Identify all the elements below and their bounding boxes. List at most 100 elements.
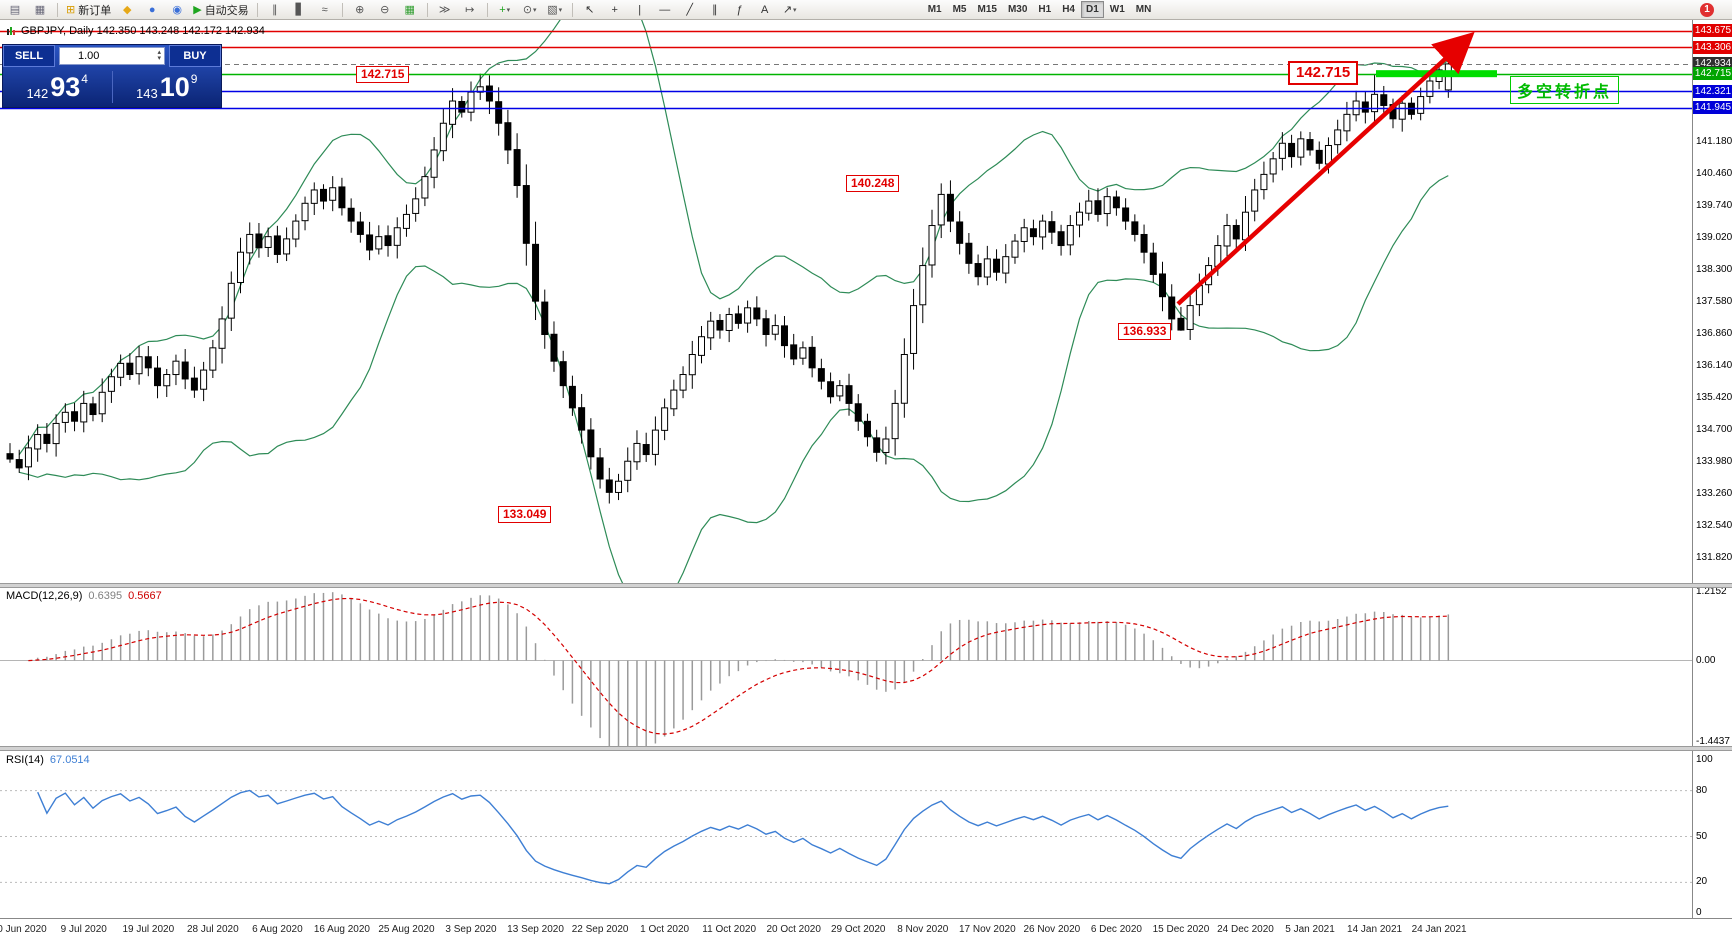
timeframe-m15[interactable]: M15 (977, 4, 997, 15)
buy-button[interactable]: BUY (169, 45, 221, 67)
timeframe-switcher: M1 M5 M15 M30 H1 H4 D1 W1 MN (923, 1, 1157, 18)
pane-separator-rsi[interactable] (0, 746, 1732, 751)
timeframe-mn[interactable]: MN (1135, 4, 1152, 15)
timeframe-m1[interactable]: M1 (927, 4, 942, 15)
pane-separator-macd[interactable] (0, 583, 1732, 588)
date-label: 16 Aug 2020 (313, 924, 370, 935)
timeframe-w1[interactable]: W1 (1109, 4, 1125, 15)
rsi-scale-label: 50 (1696, 830, 1708, 842)
market-watch-icon[interactable]: ● (140, 0, 164, 19)
rsi-line (37, 789, 1449, 885)
price-flag[interactable]: 142.715 (356, 66, 410, 83)
price-line-label[interactable]: 142.321 (1693, 85, 1732, 98)
volume-stepper[interactable]: 1.00 ▴ ▾ (59, 47, 165, 65)
price-divider (111, 71, 113, 103)
crosshair-icon: + (611, 3, 618, 16)
toolbar-separator (256, 2, 258, 17)
volume-value[interactable]: 1.00 (78, 50, 100, 62)
price-line-label[interactable]: 142.715 (1693, 67, 1732, 80)
macd-scale-label: 1.2152 (1696, 586, 1727, 597)
rsi-scale-label: 100 (1696, 754, 1713, 765)
bar-chart-icon: ∥ (271, 4, 278, 16)
vertical-line-icon[interactable]: | (628, 0, 652, 19)
zoom-in-icon[interactable]: ⊕ (348, 0, 372, 19)
symbol-period-ohlc: GBPJPY, Daily 142.350 143.248 142.172 14… (21, 25, 265, 37)
indicators-icon[interactable]: + ▾ (493, 0, 517, 19)
line-chart-icon[interactable]: ≈ (313, 0, 337, 19)
price-line-label[interactable]: 143.306 (1693, 41, 1732, 54)
arrows-icon: ↗ (782, 4, 793, 16)
notification-badge[interactable]: 1 (1700, 3, 1714, 17)
volume-decrease-button[interactable]: ▾ (157, 55, 161, 62)
date-label: 19 Jul 2020 (122, 924, 175, 935)
crosshair-icon[interactable]: + (603, 0, 627, 19)
tile-windows-icon: ▦ (404, 4, 415, 16)
horizontal-line-icon[interactable]: — (653, 0, 677, 19)
price-scale-label: 137.580 (1696, 296, 1732, 308)
price-line-label[interactable]: 141.945 (1693, 101, 1732, 114)
bid-price-button[interactable]: 142 93 4 (3, 67, 112, 107)
fibonacci-icon[interactable]: ƒ (728, 0, 752, 19)
navigator-icon[interactable]: ◉ (165, 0, 189, 19)
autotrading-button[interactable]: ▶ 自动交易 (190, 0, 251, 19)
price-flag[interactable]: 142.715 (1288, 61, 1359, 85)
price-chart-canvas[interactable] (0, 20, 1692, 918)
volume-increase-button[interactable]: ▴ (157, 49, 161, 56)
market-watch-icon: ● (148, 3, 156, 16)
new-order-label: 新订单 (78, 4, 112, 17)
tile-windows-icon[interactable]: ▦ (398, 0, 422, 19)
metaeditor-icon[interactable]: ◆ (115, 0, 139, 19)
profiles-icon[interactable]: ▦ (28, 0, 52, 19)
price-flag[interactable]: 140.248 (846, 175, 900, 192)
ask-main: 143 (136, 85, 158, 101)
price-scale-label: 139.740 (1696, 199, 1732, 211)
macd-scale-label: -1.4437 (1696, 736, 1730, 747)
price-line-label[interactable]: 142.934 (1693, 57, 1732, 70)
trendline-icon[interactable]: ╱ (678, 0, 702, 19)
timeframe-h4[interactable]: H4 (1062, 4, 1075, 15)
drawings-layer[interactable] (1176, 31, 1497, 306)
chart-area[interactable]: GBPJPY, Daily 142.350 143.248 142.172 14… (0, 20, 1732, 942)
timeframe-h1[interactable]: H1 (1038, 4, 1052, 15)
candlestick-chart-icon[interactable]: ▋ (288, 0, 312, 19)
price-line-label[interactable]: 143.675 (1693, 24, 1732, 37)
autotrading-icon: ▶ (193, 4, 202, 16)
chart-shift-icon[interactable]: ↦ (458, 0, 482, 19)
one-click-trade-panel: SELL 1.00 ▴ ▾ BUY 142 93 4 1 (2, 44, 222, 108)
date-label: 20 Oct 2020 (766, 924, 821, 935)
periods-icon: ⊙ (522, 4, 533, 16)
timeframe-m5[interactable]: M5 (952, 4, 967, 15)
zoom-out-icon: ⊖ (380, 4, 390, 16)
new-order-button[interactable]: ⊞ 新订单 (63, 0, 114, 19)
auto-scroll-icon[interactable]: ≫ (433, 0, 457, 19)
cursor-icon: ↖ (585, 4, 595, 16)
navigator-icon: ◉ (172, 4, 183, 16)
zoom-out-icon[interactable]: ⊖ (373, 0, 397, 19)
autotrading-label: 自动交易 (204, 4, 249, 17)
auto-scroll-icon: ≫ (438, 4, 451, 16)
rsi-pane-layer (0, 789, 1692, 885)
horizontal-line-icon: — (659, 3, 671, 16)
templates-icon[interactable]: ▧ ▾ (543, 0, 567, 19)
sell-button[interactable]: SELL (3, 45, 55, 67)
price-scale[interactable]: 141.180 140.460 139.740 139.020 138.300 137.5… (1692, 20, 1732, 918)
periods-icon[interactable]: ⊙ ▾ (518, 0, 542, 19)
chart-ohlc-header: GBPJPY, Daily 142.350 143.248 142.172 14… (6, 25, 265, 37)
timeframe-d1[interactable]: D1 (1081, 1, 1104, 18)
text-icon[interactable]: A (753, 0, 777, 19)
ask-price-button[interactable]: 143 10 9 (113, 67, 222, 107)
bar-chart-icon[interactable]: ∥ (263, 0, 287, 19)
price-flag[interactable]: 133.049 (498, 506, 552, 523)
time-axis[interactable]: 30 Jun 2020 9 Jul 2020 19 Jul 2020 28 Jul 2… (0, 918, 1732, 942)
date-label: 17 Nov 2020 (958, 924, 1016, 935)
cursor-icon[interactable]: ↖ (578, 0, 602, 19)
new-chart-icon[interactable]: ▤ (3, 0, 27, 19)
resistance-highlight-bar (1376, 70, 1497, 78)
price-flag[interactable]: 136.933 (1118, 323, 1172, 340)
chart-icon (7, 26, 15, 35)
price-scale-label: 131.820 (1696, 552, 1732, 564)
arrows-icon[interactable]: ↗ ▾ (778, 0, 802, 19)
timeframe-m30[interactable]: M30 (1007, 4, 1028, 15)
equidistant-channel-icon[interactable]: ∥ (703, 0, 727, 19)
